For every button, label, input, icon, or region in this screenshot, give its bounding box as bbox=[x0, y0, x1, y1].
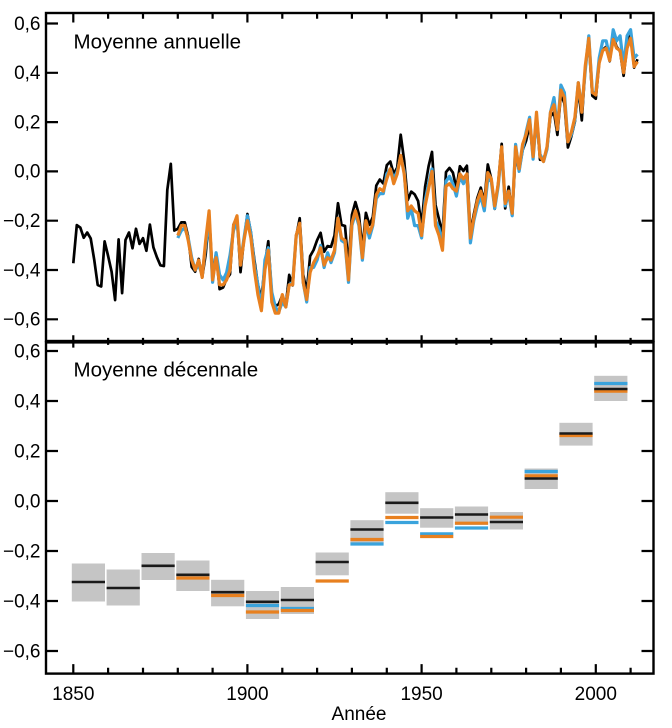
svg-text:0,4: 0,4 bbox=[14, 63, 41, 84]
svg-text:Année: Année bbox=[332, 704, 387, 725]
svg-text:−0,6: −0,6 bbox=[3, 641, 41, 662]
svg-text:Moyenne annuelle: Moyenne annuelle bbox=[74, 31, 242, 54]
svg-text:1900: 1900 bbox=[226, 684, 268, 705]
svg-text:Moyenne décennale: Moyenne décennale bbox=[74, 359, 259, 382]
svg-text:−0,6: −0,6 bbox=[3, 310, 41, 331]
svg-text:1850: 1850 bbox=[52, 684, 94, 705]
svg-text:0,2: 0,2 bbox=[14, 112, 40, 133]
svg-text:1950: 1950 bbox=[400, 684, 442, 705]
svg-text:2000: 2000 bbox=[575, 684, 617, 705]
svg-text:−0,4: −0,4 bbox=[3, 591, 41, 612]
svg-text:0,0: 0,0 bbox=[14, 162, 40, 183]
svg-text:0,2: 0,2 bbox=[14, 441, 40, 462]
svg-text:−0,2: −0,2 bbox=[3, 211, 41, 232]
svg-text:0,6: 0,6 bbox=[14, 14, 40, 35]
svg-text:−0,2: −0,2 bbox=[3, 541, 41, 562]
svg-text:0,0: 0,0 bbox=[14, 491, 40, 512]
svg-text:0,4: 0,4 bbox=[14, 391, 41, 412]
svg-text:0,6: 0,6 bbox=[14, 341, 40, 362]
svg-text:−0,4: −0,4 bbox=[3, 260, 41, 281]
